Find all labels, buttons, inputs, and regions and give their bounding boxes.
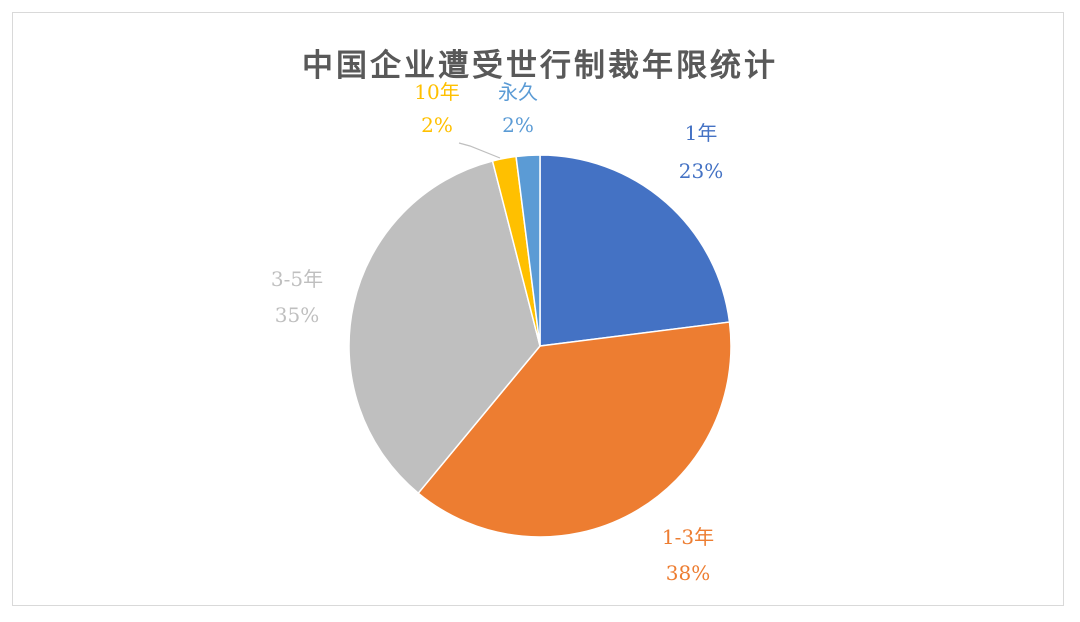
- slice-category-label: 10年: [414, 80, 459, 104]
- slice-percent-label: 23%: [679, 159, 723, 183]
- slice-category-label: 3-5年: [271, 267, 323, 291]
- slice-percent-label: 38%: [666, 561, 710, 585]
- slice-percent-label: 2%: [502, 113, 534, 137]
- pie-slice-2: [417, 321, 732, 538]
- chart-title: 中国企业遭受世行制裁年限统计: [302, 48, 778, 84]
- leader-line: [458, 142, 501, 159]
- pie-slice-3: [348, 160, 541, 495]
- slice-category-label: 1年: [685, 121, 718, 145]
- slice-percent-label: 2%: [421, 113, 453, 137]
- slice-percent-label: 35%: [275, 303, 319, 327]
- slice-category-label: 1-3年: [662, 525, 714, 549]
- slice-category-label: 永久: [498, 80, 538, 104]
- pie-slice-1: [539, 154, 731, 347]
- pie-slice-5: [515, 154, 541, 347]
